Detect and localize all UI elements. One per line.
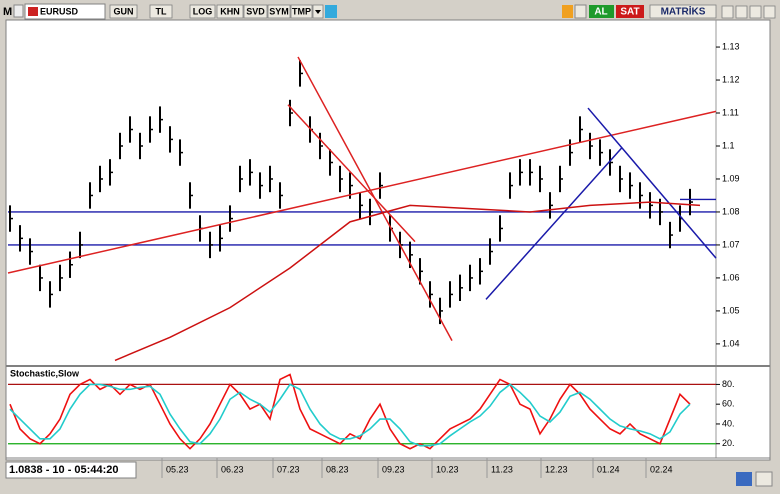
y-tick-label: 1.13 bbox=[722, 41, 740, 51]
y-tick-label: 1.05 bbox=[722, 305, 740, 315]
tool-icon[interactable] bbox=[736, 472, 752, 486]
status: 1.0838 - 10 - 05:44:20 bbox=[9, 464, 118, 476]
icon[interactable] bbox=[562, 5, 573, 18]
buy-button[interactable] bbox=[589, 5, 614, 18]
y-tick-label: 1.04 bbox=[722, 338, 740, 348]
symbol[interactable]: EURUSD bbox=[40, 6, 79, 16]
y-tick-label: 80. bbox=[722, 379, 735, 389]
win-btn[interactable] bbox=[749, 5, 762, 19]
sell-button[interactable] bbox=[616, 5, 644, 18]
toolbar-button[interactable] bbox=[216, 4, 244, 19]
y-tick-label: 1.1 bbox=[722, 140, 735, 150]
trend-line bbox=[114, 201, 701, 362]
icon[interactable] bbox=[574, 4, 587, 19]
panel-title: Stochastic,Slow bbox=[10, 368, 80, 378]
trend-line bbox=[287, 104, 416, 243]
buy[interactable]: AL bbox=[594, 7, 607, 18]
win-btn[interactable] bbox=[721, 5, 734, 19]
win-btn[interactable] bbox=[763, 5, 776, 19]
x-tick-label: 11.23 bbox=[491, 464, 513, 474]
toolbar-button[interactable] bbox=[267, 4, 291, 19]
win-btn[interactable] bbox=[735, 5, 748, 19]
toolbar-button[interactable] bbox=[243, 4, 268, 19]
trend-line bbox=[485, 147, 623, 300]
toolbar-label[interactable]: SYM bbox=[269, 6, 289, 16]
toolbar-label[interactable]: GUN bbox=[114, 6, 134, 16]
y-tick-label: 1.06 bbox=[722, 272, 740, 282]
trend-line bbox=[7, 110, 717, 274]
brand[interactable]: MATRİKS bbox=[661, 5, 706, 18]
toolbar-button[interactable] bbox=[149, 4, 173, 19]
symbol-box[interactable] bbox=[24, 3, 106, 20]
x-tick-label: 02.24 bbox=[650, 464, 673, 474]
toolbar-label[interactable]: TMP bbox=[292, 6, 311, 16]
brand-box[interactable] bbox=[649, 4, 717, 19]
y-tick-label: 60. bbox=[722, 399, 735, 409]
toolbar-button[interactable] bbox=[290, 4, 313, 19]
x-tick-label: 08.23 bbox=[326, 464, 349, 474]
x-tick-label: 12.23 bbox=[545, 464, 568, 474]
y-tick-label: 1.07 bbox=[722, 239, 740, 249]
menu[interactable]: M bbox=[3, 6, 12, 18]
y-tick-label: 20. bbox=[722, 438, 735, 448]
toolbar-button[interactable] bbox=[109, 4, 138, 19]
x-tick-label: 07.23 bbox=[277, 464, 300, 474]
trend-line bbox=[587, 107, 717, 259]
dropdown-arrow bbox=[315, 10, 321, 14]
x-tick-label: 10.23 bbox=[436, 464, 459, 474]
twitter-icon[interactable] bbox=[325, 5, 337, 18]
y-tick-label: 1.08 bbox=[722, 206, 740, 216]
x-tick-label: 05.23 bbox=[166, 464, 189, 474]
x-tick-label: 09.23 bbox=[382, 464, 405, 474]
menu-arrow[interactable] bbox=[13, 4, 24, 18]
x-tick-label: 01.24 bbox=[597, 464, 620, 474]
toolbar-label[interactable]: SVD bbox=[246, 6, 265, 16]
status-box bbox=[5, 461, 137, 479]
flag bbox=[28, 7, 38, 16]
stochastic-line bbox=[9, 383, 691, 447]
y-tick-label: 40. bbox=[722, 418, 735, 428]
x-tick-label: 06.23 bbox=[221, 464, 244, 474]
toolbar-label[interactable]: KHN bbox=[220, 6, 240, 16]
toolbar-button[interactable] bbox=[189, 4, 216, 19]
y-tick-label: 1.11 bbox=[722, 107, 739, 117]
toolbar-label[interactable]: TL bbox=[156, 6, 167, 16]
y-tick-label: 1.09 bbox=[722, 173, 740, 183]
toolbar-label[interactable]: LOG bbox=[193, 6, 213, 16]
tool-icon[interactable] bbox=[755, 471, 773, 487]
stochastic-line bbox=[9, 373, 691, 450]
y-tick-label: 1.12 bbox=[722, 74, 740, 84]
sell[interactable]: SAT bbox=[620, 7, 639, 18]
